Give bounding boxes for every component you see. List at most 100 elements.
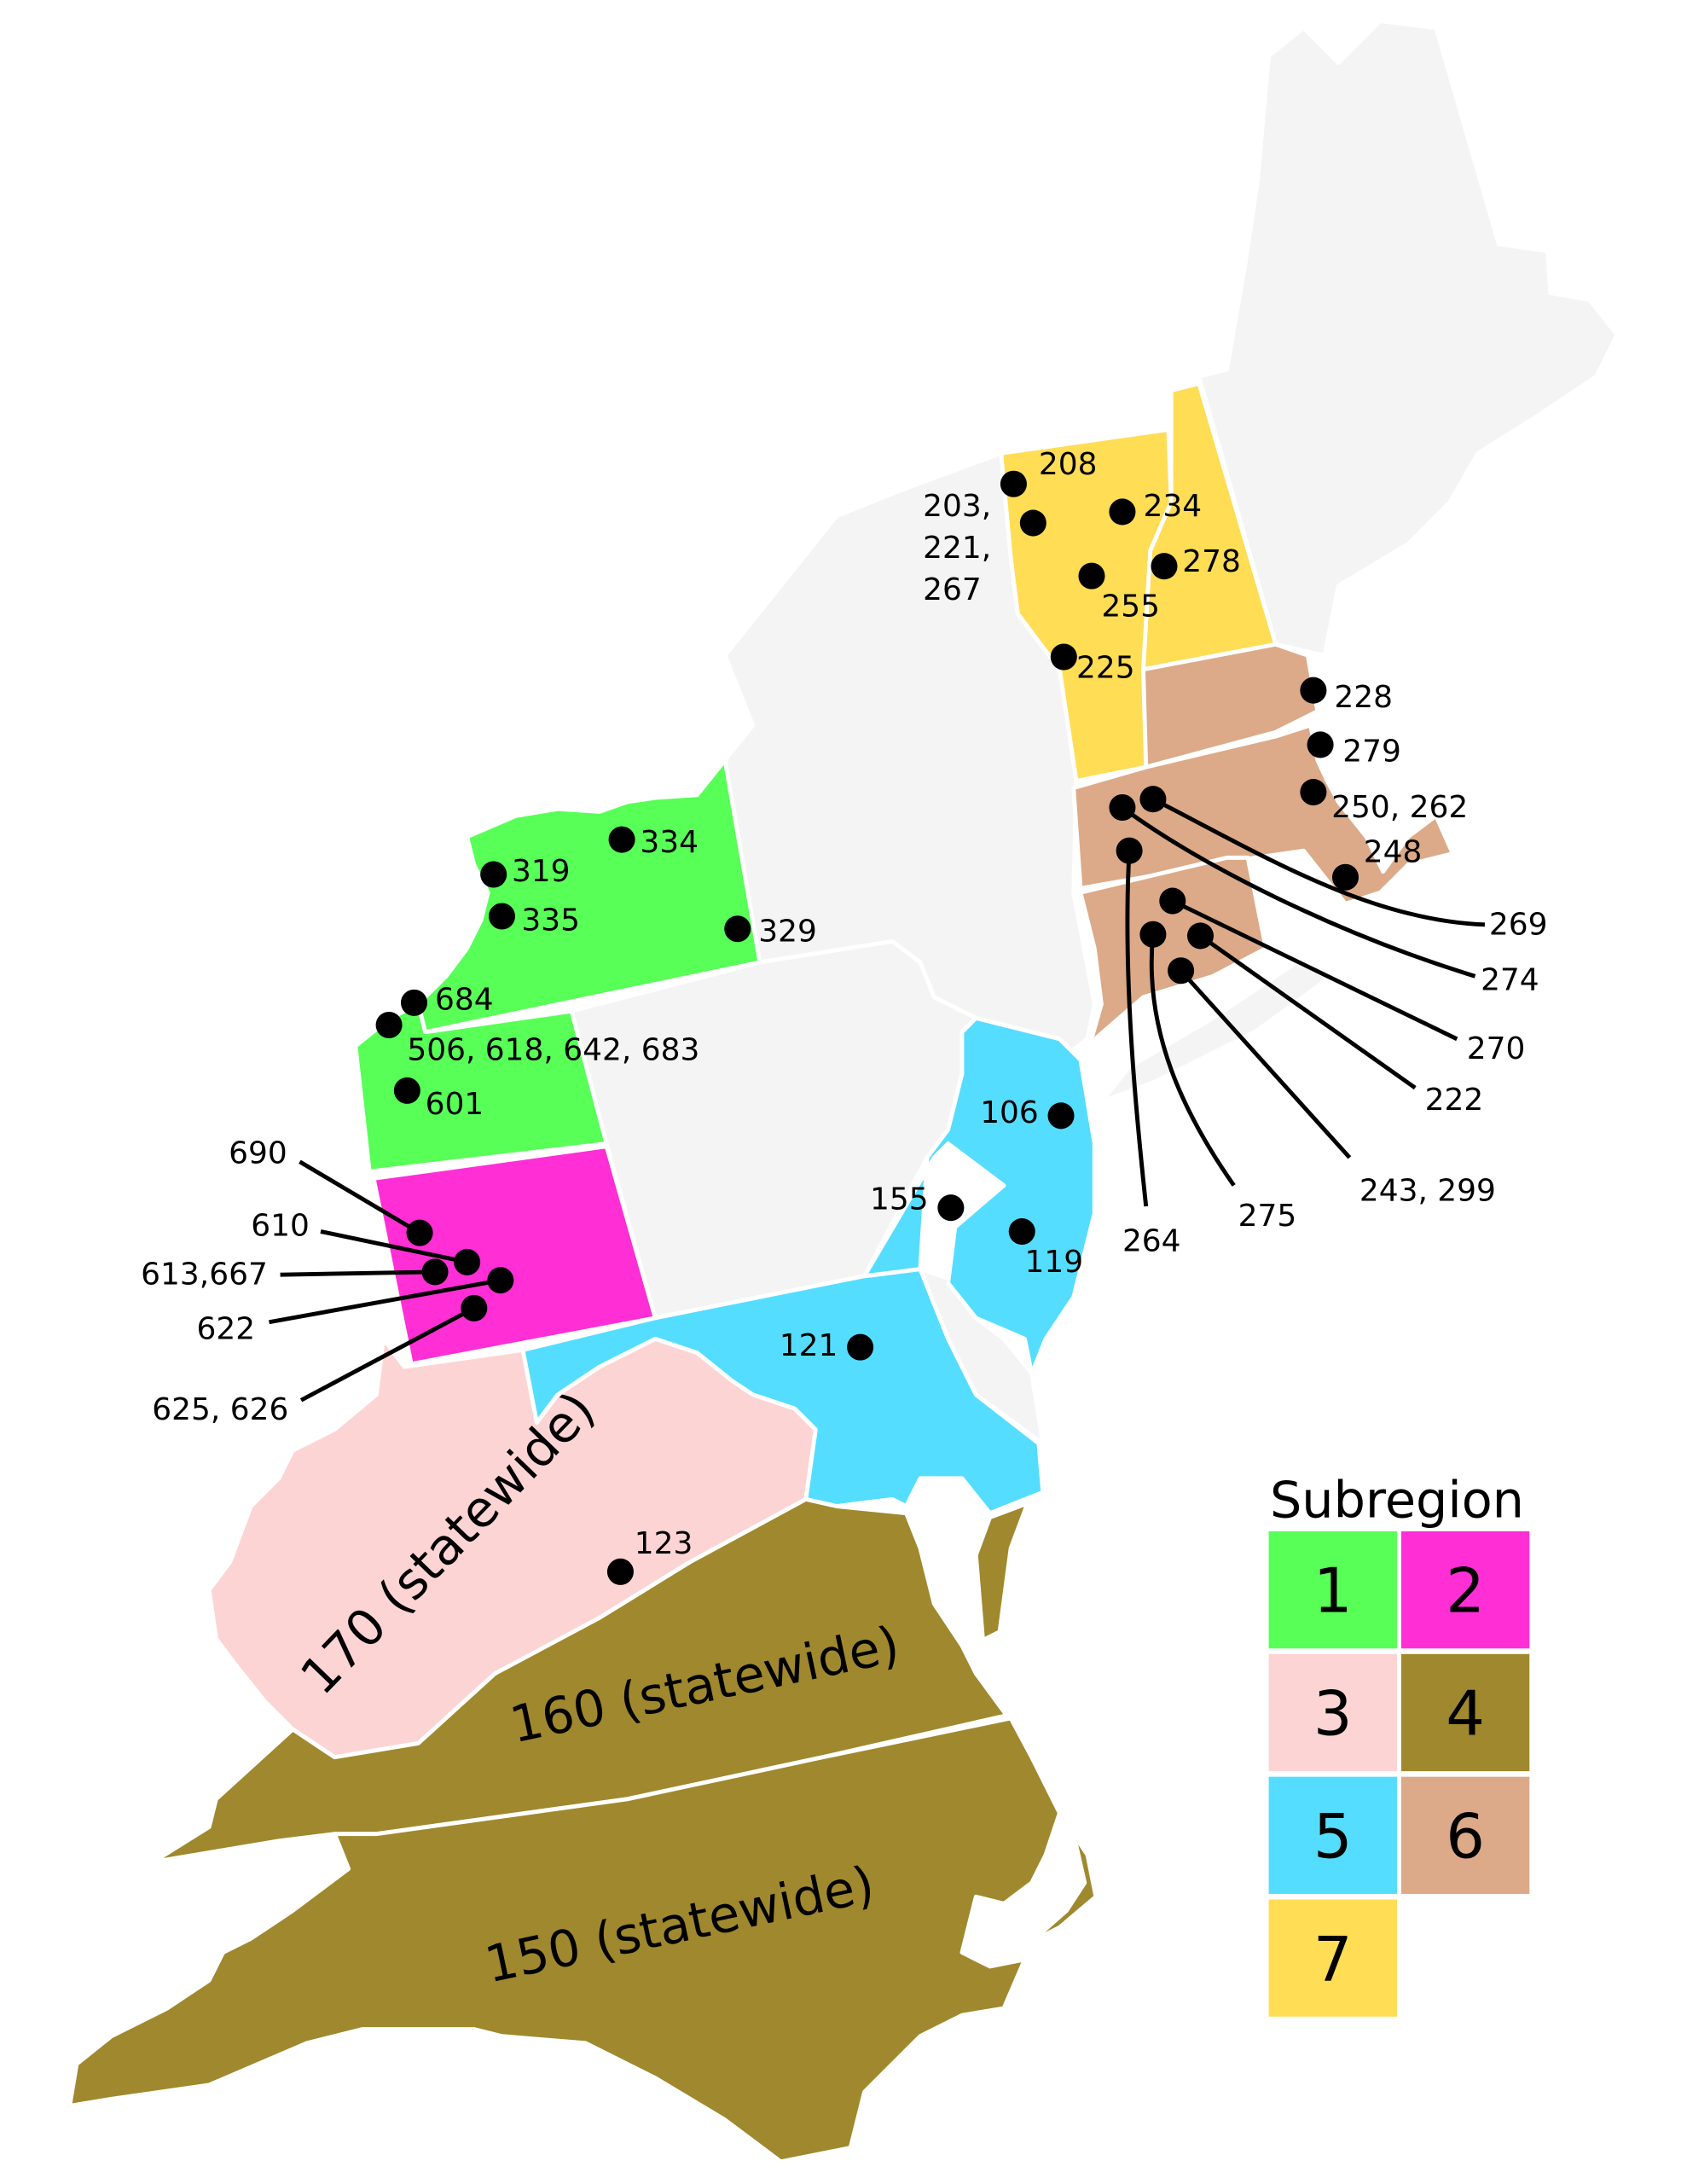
site-dot[interactable] (400, 989, 428, 1016)
site-label: 255 (1101, 590, 1160, 624)
site-marker[interactable]: 622 (197, 1267, 514, 1346)
site-marker[interactable]: 506, 618, 642, 683 (375, 1012, 700, 1067)
leader-line (1179, 969, 1352, 1159)
site-dot[interactable] (487, 1267, 514, 1294)
site-marker[interactable]: 269 (1139, 786, 1547, 942)
site-dot[interactable] (847, 1333, 874, 1361)
site-dot[interactable] (608, 826, 635, 853)
site-marker[interactable]: 601 (393, 1077, 484, 1122)
site-dot[interactable] (937, 1194, 965, 1222)
site-label: 274 (1481, 963, 1539, 998)
site-marker[interactable]: 274 (1109, 793, 1539, 998)
region-subregion-4-nc (67, 1716, 1062, 2164)
site-dot[interactable] (1109, 498, 1136, 526)
site-marker[interactable]: 270 (1159, 887, 1525, 1066)
site-marker[interactable]: 123 (606, 1526, 693, 1585)
site-dot[interactable] (421, 1258, 449, 1286)
site-marker[interactable]: 334 (608, 825, 699, 860)
site-label: 319 (512, 854, 571, 889)
leader-line (1149, 934, 1236, 1187)
site-marker[interactable]: 234 (1109, 489, 1202, 526)
site-label: 625, 626 (152, 1392, 288, 1427)
site-marker[interactable]: 106 (980, 1095, 1075, 1130)
site-label: 601 (426, 1087, 484, 1122)
site-dot[interactable] (1151, 553, 1178, 580)
site-marker[interactable]: 248 (1331, 834, 1422, 891)
site-marker[interactable]: 222 (1186, 922, 1484, 1118)
legend-swatch (1268, 1776, 1397, 1894)
site-marker[interactable]: 319 (480, 854, 571, 889)
site-label: 279 (1342, 735, 1401, 770)
site-marker[interactable]: 203, 221, 267 (923, 489, 1046, 607)
site-marker[interactable]: 119 (1008, 1217, 1084, 1280)
site-label: 119 (1025, 1245, 1084, 1280)
site-dot[interactable] (1307, 731, 1334, 758)
legend-item-2: 2 (1400, 1531, 1530, 1649)
site-marker[interactable]: 228 (1300, 677, 1393, 715)
site-marker[interactable]: 279 (1307, 731, 1401, 770)
site-dot[interactable] (606, 1558, 634, 1585)
site-marker[interactable]: 243, 299 (1168, 957, 1496, 1209)
site-dot[interactable] (393, 1077, 420, 1104)
site-dot[interactable] (1300, 677, 1327, 704)
site-dot[interactable] (1047, 1102, 1075, 1130)
legend-label: 7 (1313, 1923, 1353, 1995)
site-dot[interactable] (1000, 470, 1027, 497)
site-dot[interactable] (461, 1294, 488, 1321)
legend-item-7: 7 (1268, 1899, 1397, 2017)
site-marker[interactable]: 335 (488, 903, 580, 938)
site-marker[interactable]: 613,667 (141, 1258, 449, 1292)
leader-line (1121, 805, 1476, 979)
site-marker[interactable]: 155 (870, 1182, 965, 1222)
site-marker[interactable]: 121 (780, 1328, 874, 1363)
leader-line (299, 1306, 475, 1403)
site-marker[interactable]: 250, 262 (1300, 779, 1468, 825)
site-dot[interactable] (488, 903, 516, 930)
site-dot[interactable] (1019, 509, 1046, 537)
site-dot[interactable] (1159, 887, 1186, 915)
site-dot[interactable] (1186, 922, 1215, 950)
leader-line (320, 1229, 468, 1264)
site-marker[interactable]: 225 (1050, 643, 1135, 685)
site-dot[interactable] (1139, 786, 1167, 813)
site-label: 278 (1182, 544, 1241, 579)
site-dot[interactable] (406, 1219, 433, 1246)
site-dot[interactable] (1168, 957, 1195, 985)
site-dot[interactable] (480, 861, 507, 888)
site-dot[interactable] (1331, 863, 1359, 891)
site-dot[interactable] (1109, 793, 1136, 822)
site-marker[interactable]: 690 (229, 1136, 433, 1246)
site-dot[interactable] (1078, 562, 1105, 590)
site-label: 250, 262 (1331, 790, 1468, 825)
site-dot[interactable] (1300, 779, 1327, 806)
site-marker[interactable]: 329 (724, 914, 817, 949)
site-label: 610 (251, 1208, 310, 1243)
site-dot[interactable] (1008, 1217, 1035, 1246)
site-dot[interactable] (1050, 643, 1077, 671)
site-marker[interactable]: 625, 626 (152, 1294, 488, 1427)
site-marker[interactable]: 264 (1116, 837, 1181, 1259)
site-label: 690 (229, 1136, 287, 1170)
legend-label: 2 (1446, 1555, 1485, 1627)
site-label: 222 (1425, 1083, 1484, 1118)
leader-line (299, 1159, 421, 1235)
leader-line (1125, 851, 1149, 1207)
site-marker[interactable]: 278 (1151, 544, 1241, 580)
site-marker[interactable]: 275 (1139, 921, 1296, 1234)
site-marker[interactable]: 610 (251, 1208, 481, 1275)
legend-swatch (1268, 1653, 1397, 1772)
site-marker[interactable]: 684 (400, 983, 494, 1018)
region-subregion-6-ma (1071, 723, 1455, 906)
site-dot[interactable] (724, 915, 751, 943)
site-dot[interactable] (375, 1012, 403, 1039)
leader-line (1171, 898, 1458, 1042)
legend-swatch (1268, 1899, 1397, 2017)
site-marker[interactable]: 255 (1078, 562, 1160, 624)
site-dot[interactable] (1116, 837, 1143, 864)
site-label: 243, 299 (1359, 1174, 1496, 1209)
site-marker[interactable]: 208 (1000, 447, 1098, 497)
site-label: 506, 618, 642, 683 (407, 1032, 699, 1067)
site-dot[interactable] (454, 1248, 481, 1275)
site-dot[interactable] (1139, 921, 1167, 948)
legend-swatch (1400, 1531, 1530, 1649)
